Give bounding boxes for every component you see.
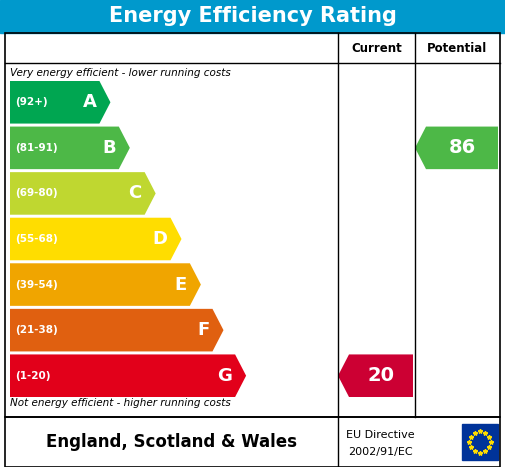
Text: Current: Current (351, 42, 402, 55)
Text: Not energy efficient - higher running costs: Not energy efficient - higher running co… (10, 398, 231, 408)
Text: F: F (197, 321, 210, 339)
Text: D: D (153, 230, 168, 248)
Polygon shape (415, 127, 498, 169)
Polygon shape (338, 354, 413, 397)
Text: (1-20): (1-20) (15, 371, 50, 381)
Bar (462, 424, 498, 460)
Text: 20: 20 (368, 366, 394, 385)
Text: Energy Efficiency Rating: Energy Efficiency Rating (109, 7, 396, 27)
Polygon shape (10, 354, 246, 397)
Polygon shape (10, 263, 201, 306)
Text: A: A (82, 93, 96, 111)
Polygon shape (10, 309, 224, 352)
Text: (69-80): (69-80) (15, 188, 58, 198)
Text: (92+): (92+) (15, 97, 47, 107)
Text: E: E (175, 276, 187, 294)
Text: (21-38): (21-38) (15, 325, 58, 335)
Text: England, Scotland & Wales: England, Scotland & Wales (46, 433, 297, 451)
Bar (5, 417, 500, 467)
Text: EU Directive: EU Directive (346, 430, 414, 439)
Text: B: B (102, 139, 116, 157)
Text: 2002/91/EC: 2002/91/EC (347, 447, 412, 457)
Text: (55-68): (55-68) (15, 234, 58, 244)
Polygon shape (10, 81, 111, 124)
Text: 86: 86 (448, 138, 476, 157)
Polygon shape (10, 218, 181, 260)
Text: Potential: Potential (427, 42, 488, 55)
Bar (0, 0, 505, 33)
Polygon shape (10, 172, 156, 215)
Text: (39-54): (39-54) (15, 280, 58, 290)
Polygon shape (10, 127, 130, 169)
Text: (81-91): (81-91) (15, 143, 58, 153)
Bar (5, 33, 500, 417)
Text: G: G (217, 367, 232, 385)
Text: Very energy efficient - lower running costs: Very energy efficient - lower running co… (10, 68, 231, 78)
Text: C: C (128, 184, 142, 202)
